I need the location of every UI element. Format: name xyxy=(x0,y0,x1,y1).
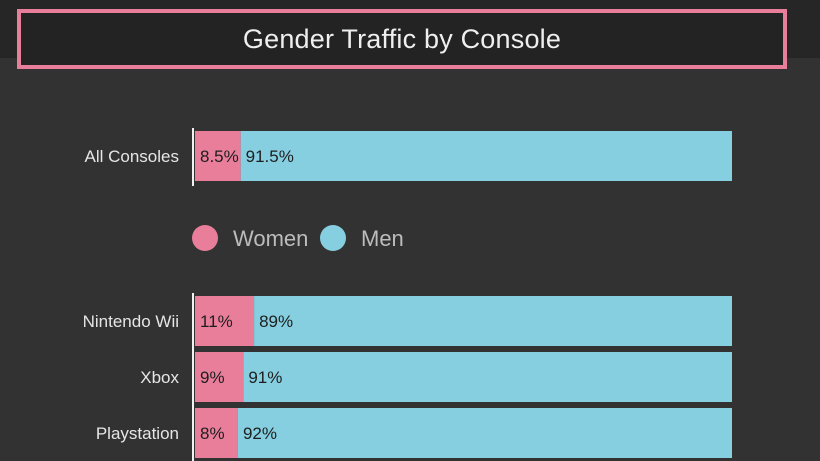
bar-men-xbox[interactable] xyxy=(243,352,732,402)
data-label-women-playstation: 8% xyxy=(200,424,225,443)
title-box: Gender Traffic by Console xyxy=(17,9,787,69)
bar-women-playstation[interactable] xyxy=(195,408,238,458)
data-label-men-xbox: 91% xyxy=(248,368,282,387)
legend-label-men: Men xyxy=(361,226,404,251)
data-label-men-playstation: 92% xyxy=(243,424,277,443)
bar-women-xbox[interactable] xyxy=(195,352,244,402)
category-label-nintendo-wii: Nintendo Wii xyxy=(83,312,179,331)
category-label-playstation: Playstation xyxy=(96,424,179,443)
bar-men-all-consoles[interactable] xyxy=(240,131,732,181)
data-label-women-all-consoles: 8.5% xyxy=(200,147,239,166)
legend-swatch-men xyxy=(320,225,346,251)
data-label-men-all-consoles: 91.5% xyxy=(246,147,294,166)
data-label-men-nintendo-wii: 89% xyxy=(259,312,293,331)
bar-women-all-consoles[interactable] xyxy=(195,131,241,181)
bar-women-nintendo-wii[interactable] xyxy=(195,296,255,346)
legend-swatch-women xyxy=(192,225,218,251)
bar-men-playstation[interactable] xyxy=(237,408,732,458)
legend-label-women: Women xyxy=(233,226,308,251)
bar-men-nintendo-wii[interactable] xyxy=(254,296,732,346)
category-label-all-consoles: All Consoles xyxy=(85,147,180,166)
data-label-women-xbox: 9% xyxy=(200,368,225,387)
category-label-xbox: Xbox xyxy=(140,368,179,387)
chart-title: Gender Traffic by Console xyxy=(242,23,562,54)
data-label-women-nintendo-wii: 11% xyxy=(200,312,233,331)
